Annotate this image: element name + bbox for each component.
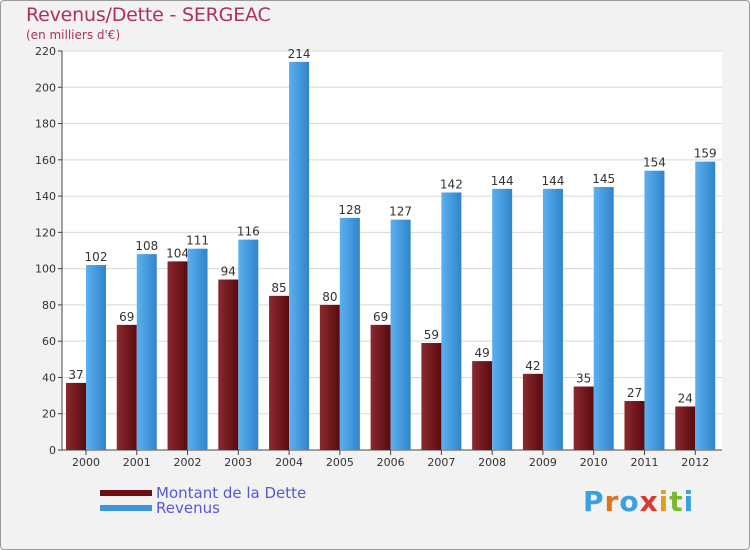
chart-subtitle: (en milliers d'€) (26, 28, 121, 42)
y-tick-label: 20 (42, 408, 56, 421)
data-label-dette: 37 (68, 368, 83, 382)
x-tick-label: 2003 (224, 456, 252, 469)
logo-letter: x (639, 485, 659, 518)
data-label-dette: 69 (373, 310, 388, 324)
bar-dette (167, 261, 188, 450)
bar-revenus (339, 217, 360, 450)
y-tick-label: 60 (42, 335, 56, 348)
bar-revenus (492, 188, 513, 450)
bar-revenus (187, 248, 208, 450)
data-label-dette: 35 (576, 372, 591, 386)
logo-letter: i (683, 485, 695, 518)
data-label-dette: 27 (627, 386, 642, 400)
data-label-revenus: 214 (288, 47, 311, 61)
y-tick-label: 120 (35, 226, 56, 239)
data-label-revenus: 116 (237, 225, 260, 239)
data-label-dette: 24 (678, 391, 693, 405)
x-tick-label: 2011 (630, 456, 658, 469)
bar-revenus (695, 161, 716, 450)
data-label-dette: 80 (322, 290, 337, 304)
bar-revenus (542, 188, 563, 450)
x-tick-label: 2004 (275, 456, 303, 469)
bar-dette (624, 401, 645, 450)
data-label-revenus: 111 (186, 234, 209, 248)
bar-dette (370, 324, 391, 450)
logo-letter: t (669, 485, 684, 518)
data-label-revenus: 128 (338, 203, 361, 217)
data-label-dette: 49 (475, 346, 490, 360)
legend-label-revenus: Revenus (156, 499, 220, 517)
x-tick-label: 2005 (326, 456, 354, 469)
data-label-revenus: 144 (541, 174, 564, 188)
legend-swatch-revenus (100, 505, 152, 511)
logo-letter: P (583, 485, 605, 518)
bar-revenus (238, 239, 259, 450)
bar-revenus (644, 170, 665, 450)
bar-dette (573, 386, 594, 450)
bar-dette (421, 342, 442, 450)
bar-dette (319, 304, 340, 450)
y-tick-label: 80 (42, 299, 56, 312)
x-tick-label: 2012 (681, 456, 709, 469)
data-label-revenus: 127 (389, 205, 412, 219)
y-tick-label: 40 (42, 371, 56, 384)
x-tick-label: 2001 (123, 456, 151, 469)
data-label-revenus: 144 (491, 174, 514, 188)
bar-revenus (441, 192, 462, 451)
data-label-revenus: 102 (85, 250, 108, 264)
proxiti-logo: Proxiti (583, 485, 694, 518)
y-tick-label: 180 (35, 118, 56, 131)
x-tick-label: 2006 (377, 456, 405, 469)
x-tick-label: 2009 (529, 456, 557, 469)
bar-dette (116, 324, 137, 450)
data-label-revenus: 154 (643, 156, 666, 170)
y-tick-label: 100 (35, 263, 56, 276)
data-label-dette: 42 (525, 359, 540, 373)
data-label-dette: 104 (166, 246, 189, 260)
bar-dette (218, 279, 239, 450)
bar-dette (472, 361, 493, 450)
data-label-revenus: 159 (694, 147, 717, 161)
data-label-dette: 94 (221, 265, 236, 279)
bar-dette (675, 406, 696, 450)
data-label-revenus: 145 (592, 172, 615, 186)
bar-revenus (593, 187, 614, 451)
logo-letter: r (604, 485, 620, 518)
logo-letter: o (619, 485, 640, 518)
x-tick-label: 2010 (580, 456, 608, 469)
bar-revenus (86, 265, 106, 450)
x-tick-label: 2008 (478, 456, 506, 469)
logo-letter: i (658, 485, 670, 518)
data-label-dette: 69 (119, 310, 134, 324)
y-tick-label: 140 (35, 190, 56, 203)
data-label-revenus: 142 (440, 177, 463, 191)
data-label-dette: 59 (424, 328, 439, 342)
x-tick-label: 2007 (427, 456, 455, 469)
y-tick-label: 200 (35, 81, 56, 94)
x-tick-label: 2002 (174, 456, 202, 469)
data-label-dette: 85 (271, 281, 286, 295)
legend-swatch-dette (100, 490, 152, 496)
bar-revenus (136, 254, 157, 450)
bar-dette (269, 295, 290, 450)
data-label-revenus: 108 (135, 239, 158, 253)
y-tick-label: 220 (35, 45, 56, 58)
y-tick-label: 160 (35, 154, 56, 167)
x-tick-label: 2000 (72, 456, 100, 469)
bar-revenus (289, 61, 310, 451)
bar-dette (66, 382, 86, 450)
chart-title: Revenus/Dette - SERGEAC (26, 4, 271, 26)
legend-label-dette: Montant de la Dette (156, 484, 307, 502)
bar-revenus (390, 219, 411, 450)
bar-dette (522, 373, 543, 450)
y-tick-label: 0 (49, 444, 56, 457)
